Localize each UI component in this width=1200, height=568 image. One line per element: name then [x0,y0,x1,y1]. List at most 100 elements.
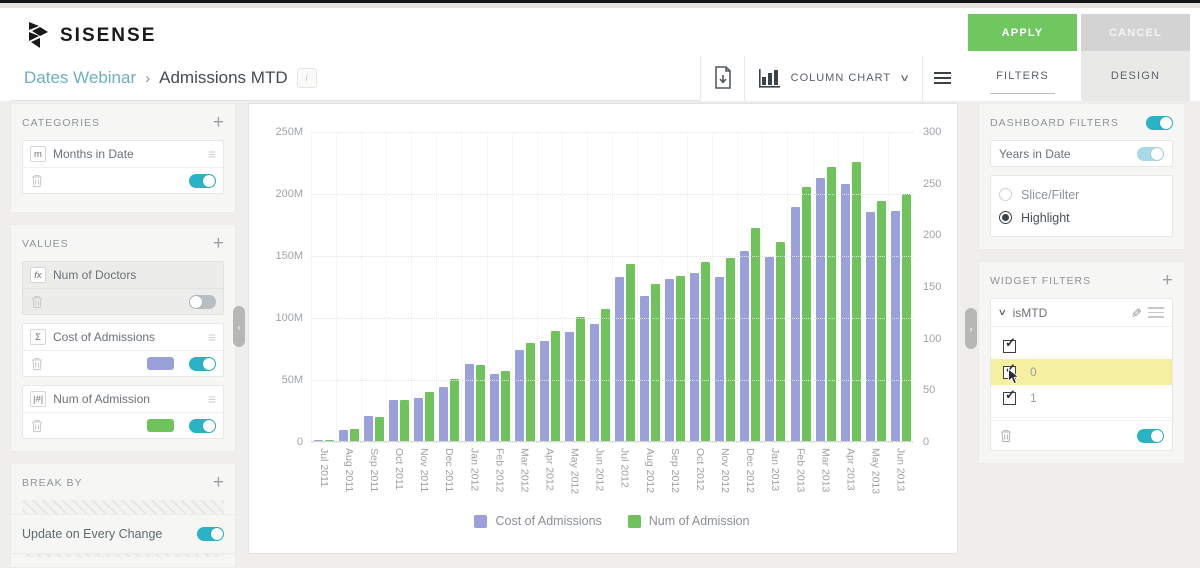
bar-num-of-admission[interactable] [626,264,635,441]
tab-design[interactable]: DESIGN [1081,51,1190,101]
field-enabled-toggle[interactable] [189,419,216,433]
bar-group[interactable] [762,132,787,441]
add-category-button[interactable]: + [213,116,224,130]
bar-num-of-admission[interactable] [802,187,811,441]
filter-menu-icon[interactable] [1148,307,1164,318]
widget-title[interactable]: Admissions MTD [159,68,287,88]
bar-group[interactable] [687,132,712,441]
drag-handle-icon[interactable]: ≡ [208,391,216,407]
export-button[interactable] [700,56,744,101]
bar-group[interactable] [461,132,486,441]
bar-num-of-admission[interactable] [375,417,384,441]
bar-group[interactable] [787,132,812,441]
apply-button[interactable]: APPLY [968,14,1077,51]
bar-num-of-admission[interactable] [450,379,459,441]
bar-group[interactable] [587,132,612,441]
edit-pencil-icon[interactable]: ✎ [1128,307,1144,318]
bar-cost-of-admissions[interactable] [841,184,850,441]
bar-num-of-admission[interactable] [701,262,710,441]
field-enabled-toggle[interactable] [189,357,216,371]
bar-group[interactable] [737,132,762,441]
bar-group[interactable] [838,132,863,441]
bar-num-of-admission[interactable] [852,162,861,441]
legend-item-cost[interactable]: Cost of Admissions [474,514,601,528]
trash-icon[interactable] [30,418,44,433]
widget-menu-button[interactable] [922,56,962,101]
trash-icon[interactable] [999,428,1013,443]
widget-filter-toggle[interactable] [1137,429,1164,443]
trash-icon[interactable] [30,294,44,309]
bar-group[interactable] [813,132,838,441]
bar-num-of-admission[interactable] [476,365,485,441]
bar-cost-of-admissions[interactable] [615,277,624,441]
add-widget-filter-button[interactable]: + [1162,274,1173,288]
bar-cost-of-admissions[interactable] [690,273,699,441]
bar-cost-of-admissions[interactable] [439,387,448,441]
bar-cost-of-admissions[interactable] [590,324,599,441]
bar-cost-of-admissions[interactable] [816,178,825,441]
mode-highlight[interactable]: Highlight [999,206,1164,229]
bar-cost-of-admissions[interactable] [665,279,674,441]
bar-group[interactable] [487,132,512,441]
bar-num-of-admission[interactable] [325,440,334,441]
widget-filter-option-1[interactable]: ✓1 [991,385,1172,411]
bar-group[interactable] [712,132,737,441]
radio-highlight[interactable] [999,211,1012,224]
field-enabled-toggle[interactable] [189,174,216,188]
radio-slice-filter[interactable] [999,188,1012,201]
bar-num-of-admission[interactable] [877,201,886,441]
bar-group[interactable] [863,132,888,441]
bar-group[interactable] [888,132,913,441]
legend-item-num[interactable]: Num of Admission [628,514,750,528]
field-card-months-in-date[interactable]: m Months in Date ≡ [22,140,224,194]
bar-group[interactable] [386,132,411,441]
trash-icon[interactable] [30,356,44,371]
collapse-chevron-icon[interactable]: ∨ [998,307,1007,318]
dashboard-filters-toggle[interactable] [1146,116,1173,130]
bar-num-of-admission[interactable] [726,258,735,441]
bar-cost-of-admissions[interactable] [414,398,423,441]
series-color-chip[interactable] [147,357,174,370]
checkbox[interactable]: ✓ [1003,340,1016,353]
bar-cost-of-admissions[interactable] [314,440,323,441]
bar-num-of-admission[interactable] [601,309,610,441]
bar-group[interactable] [512,132,537,441]
bar-cost-of-admissions[interactable] [465,364,474,441]
drag-handle-icon[interactable]: ≡ [208,146,216,162]
bar-group[interactable] [612,132,637,441]
field-card-num-of-admission[interactable]: |#| Num of Admission ≡ [22,385,224,439]
widget-filter-option-0[interactable]: ✓0 [991,359,1172,385]
bar-num-of-admission[interactable] [776,242,785,441]
bar-cost-of-admissions[interactable] [791,207,800,441]
drag-handle-icon[interactable]: ≡ [208,329,216,345]
field-card-num-of-doctors[interactable]: fx Num of Doctors [22,261,224,315]
left-panel-collapse-handle[interactable]: ‹ [233,306,245,347]
bar-num-of-admission[interactable] [350,429,359,441]
bar-cost-of-admissions[interactable] [565,332,574,441]
bar-cost-of-admissions[interactable] [389,400,398,441]
field-enabled-toggle[interactable] [189,295,216,309]
bar-num-of-admission[interactable] [827,167,836,441]
add-value-button[interactable]: + [213,237,224,251]
update-on-every-change-toggle[interactable] [197,527,224,541]
bar-group[interactable] [436,132,461,441]
bar-cost-of-admissions[interactable] [540,341,549,441]
bar-cost-of-admissions[interactable] [866,212,875,441]
bar-cost-of-admissions[interactable] [490,374,499,441]
bar-num-of-admission[interactable] [751,228,760,441]
bar-group[interactable] [411,132,436,441]
bar-num-of-admission[interactable] [651,284,660,441]
bar-group[interactable] [311,132,336,441]
bar-num-of-admission[interactable] [526,343,535,441]
info-icon[interactable]: i [297,68,317,88]
bar-group[interactable] [336,132,361,441]
chart-type-dropdown[interactable]: COLUMN CHART ∨ [744,56,922,101]
bar-cost-of-admissions[interactable] [515,350,524,441]
bar-group[interactable] [537,132,562,441]
bar-cost-of-admissions[interactable] [765,257,774,441]
add-break-by-button[interactable]: + [213,476,224,490]
checkbox[interactable]: ✓ [1003,392,1016,405]
breadcrumb-dashboard-link[interactable]: Dates Webinar [24,68,136,88]
bar-cost-of-admissions[interactable] [740,251,749,441]
bar-group[interactable] [361,132,386,441]
